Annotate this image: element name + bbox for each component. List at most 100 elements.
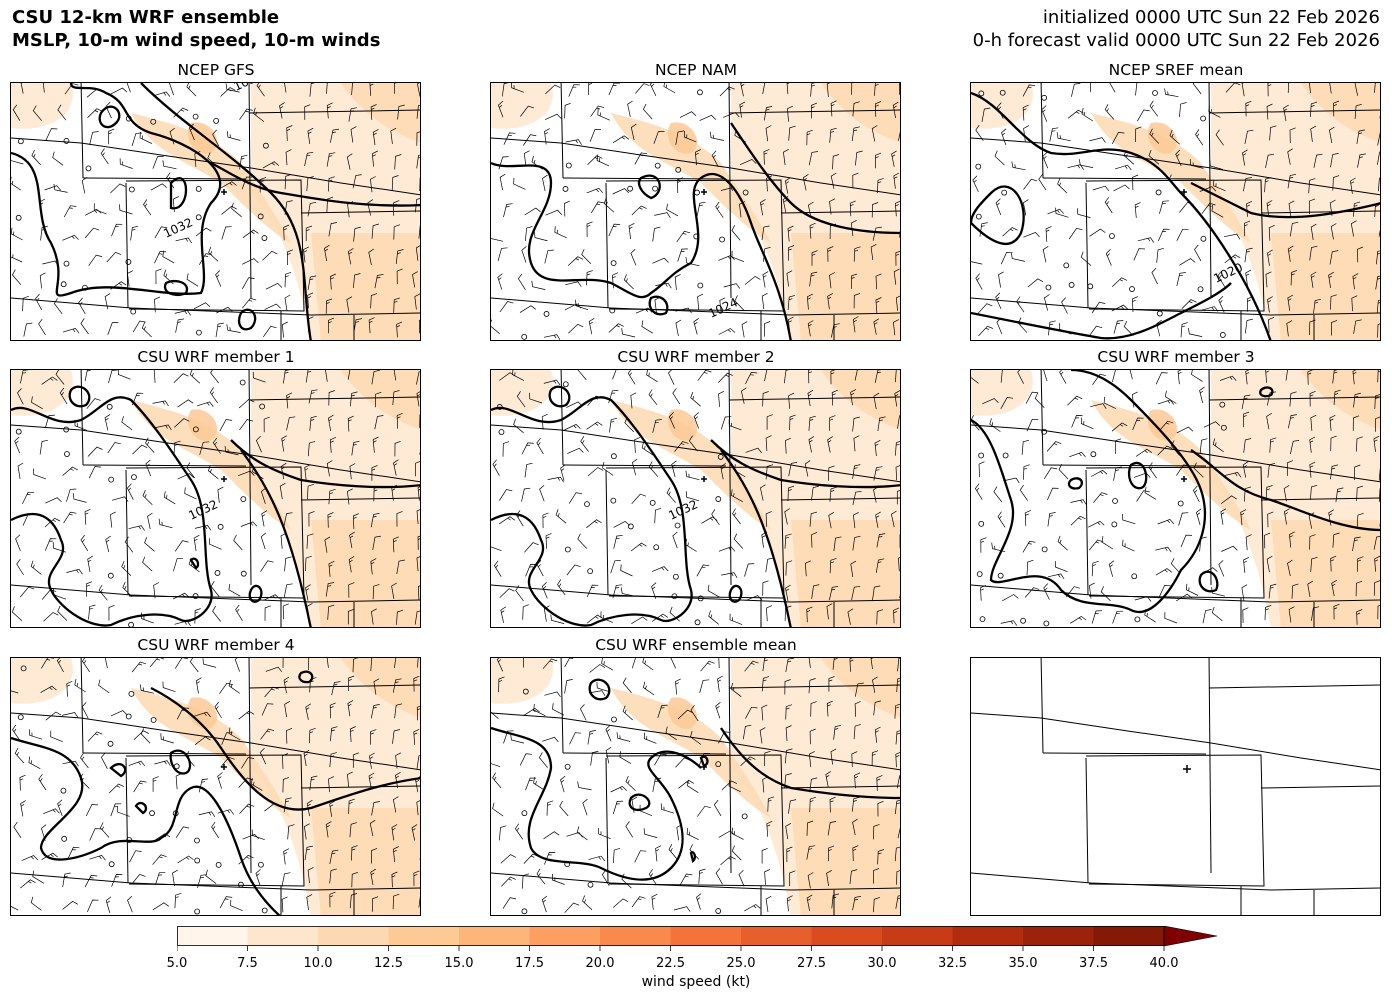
wind-barb <box>1335 487 1344 503</box>
wind-barb <box>11 690 19 694</box>
state-boundary <box>728 396 900 401</box>
calm-wind-marker <box>675 166 682 173</box>
wind-barb <box>829 586 839 601</box>
isobar-contour <box>628 793 651 812</box>
calm-wind-marker <box>125 713 132 720</box>
wind-barb <box>283 224 290 241</box>
wind-barb <box>394 83 397 94</box>
calm-wind-marker <box>610 260 617 266</box>
state-boundary <box>1085 754 1265 887</box>
wind-barb <box>763 750 771 767</box>
wind-speed-shading <box>131 113 291 243</box>
wind-barb <box>239 803 255 814</box>
wind-barb <box>853 512 859 529</box>
wind-barb <box>612 188 630 195</box>
calm-wind-marker <box>521 333 528 340</box>
wind-barb <box>720 416 732 430</box>
wind-barb <box>1112 370 1116 382</box>
wind-barb <box>1287 83 1290 93</box>
wind-barb <box>329 849 339 864</box>
wind-barb <box>1044 294 1050 311</box>
wind-barb <box>221 205 237 215</box>
wind-barb <box>263 325 277 338</box>
wind-barb <box>306 176 314 192</box>
wind-barb <box>208 246 219 262</box>
wind-barb <box>806 894 813 911</box>
wind-barb <box>1328 271 1334 289</box>
calm-wind-marker <box>128 186 135 193</box>
wind-barb <box>829 558 837 574</box>
wind-barb <box>513 418 524 434</box>
wind-barb <box>1265 370 1270 383</box>
wind-barb <box>329 868 337 884</box>
title-line-1: CSU 12-km WRF ensemble <box>12 7 280 28</box>
wind-barb <box>631 205 647 216</box>
wind-barb <box>1354 464 1361 481</box>
wind-barb <box>1377 151 1380 165</box>
wind-barb <box>602 462 614 476</box>
state-boundary <box>971 712 1380 771</box>
wind-barb <box>328 776 335 793</box>
wind-barb <box>524 462 533 478</box>
wind-barb <box>61 712 79 718</box>
wind-barb <box>88 604 96 620</box>
wind-barb <box>1291 583 1299 599</box>
wind-barb <box>105 101 112 119</box>
isobar-label: 1036 <box>231 83 265 94</box>
wind-barb <box>280 462 287 480</box>
wind-barb <box>1213 179 1226 192</box>
wind-barb <box>1309 534 1316 550</box>
wind-barb <box>306 894 313 911</box>
wind-barb <box>1353 392 1361 408</box>
wind-barb <box>620 564 633 577</box>
state-boundary <box>1040 83 1044 179</box>
wind-barb <box>1242 411 1250 428</box>
wind-barb <box>284 83 287 93</box>
wind-barb <box>675 678 681 695</box>
wind-barb <box>264 686 279 698</box>
wind-barb <box>786 270 793 287</box>
wind-barb <box>1354 103 1362 119</box>
wind-barb <box>1047 487 1059 501</box>
wind-barb <box>612 135 630 143</box>
wind-speed-shading <box>791 233 900 340</box>
wind-barb <box>974 483 983 500</box>
wind-barb <box>259 747 267 765</box>
wind-barb <box>30 560 42 575</box>
wind-barb <box>238 470 255 477</box>
wind-barb <box>1309 436 1316 453</box>
wind-barb <box>11 269 22 285</box>
wind-barb <box>64 83 79 95</box>
wind-barb <box>723 283 741 289</box>
wind-speed-shading <box>131 400 291 530</box>
state-boundary <box>560 370 564 466</box>
calm-wind-marker <box>611 716 617 723</box>
wind-barb <box>1211 587 1225 597</box>
wind-barb <box>826 869 832 887</box>
wind-barb <box>826 603 833 620</box>
calm-wind-marker <box>107 572 114 579</box>
wind-barb <box>605 724 612 742</box>
map-canvas <box>971 658 1380 915</box>
wind-barb <box>1001 128 1007 146</box>
wind-barb <box>491 546 502 552</box>
wind-barb <box>783 370 789 384</box>
wind-barb <box>521 487 531 502</box>
wind-speed-shading <box>821 370 900 430</box>
wind-barb <box>14 436 21 454</box>
calm-wind-marker <box>1155 189 1162 196</box>
wind-barb <box>785 725 792 742</box>
wind-barb <box>698 868 706 884</box>
wind-barb <box>715 201 724 218</box>
map-panel: 1024 <box>490 82 901 341</box>
calm-wind-marker <box>195 329 202 336</box>
wind-barb <box>972 175 979 193</box>
state-boundary <box>300 785 420 789</box>
wind-barb <box>852 845 859 862</box>
wind-barb <box>543 831 560 840</box>
wind-barb <box>1330 294 1337 310</box>
calm-wind-marker <box>649 499 656 506</box>
wind-barb <box>873 318 880 335</box>
wind-barb <box>282 777 290 793</box>
calm-wind-marker <box>64 451 70 457</box>
